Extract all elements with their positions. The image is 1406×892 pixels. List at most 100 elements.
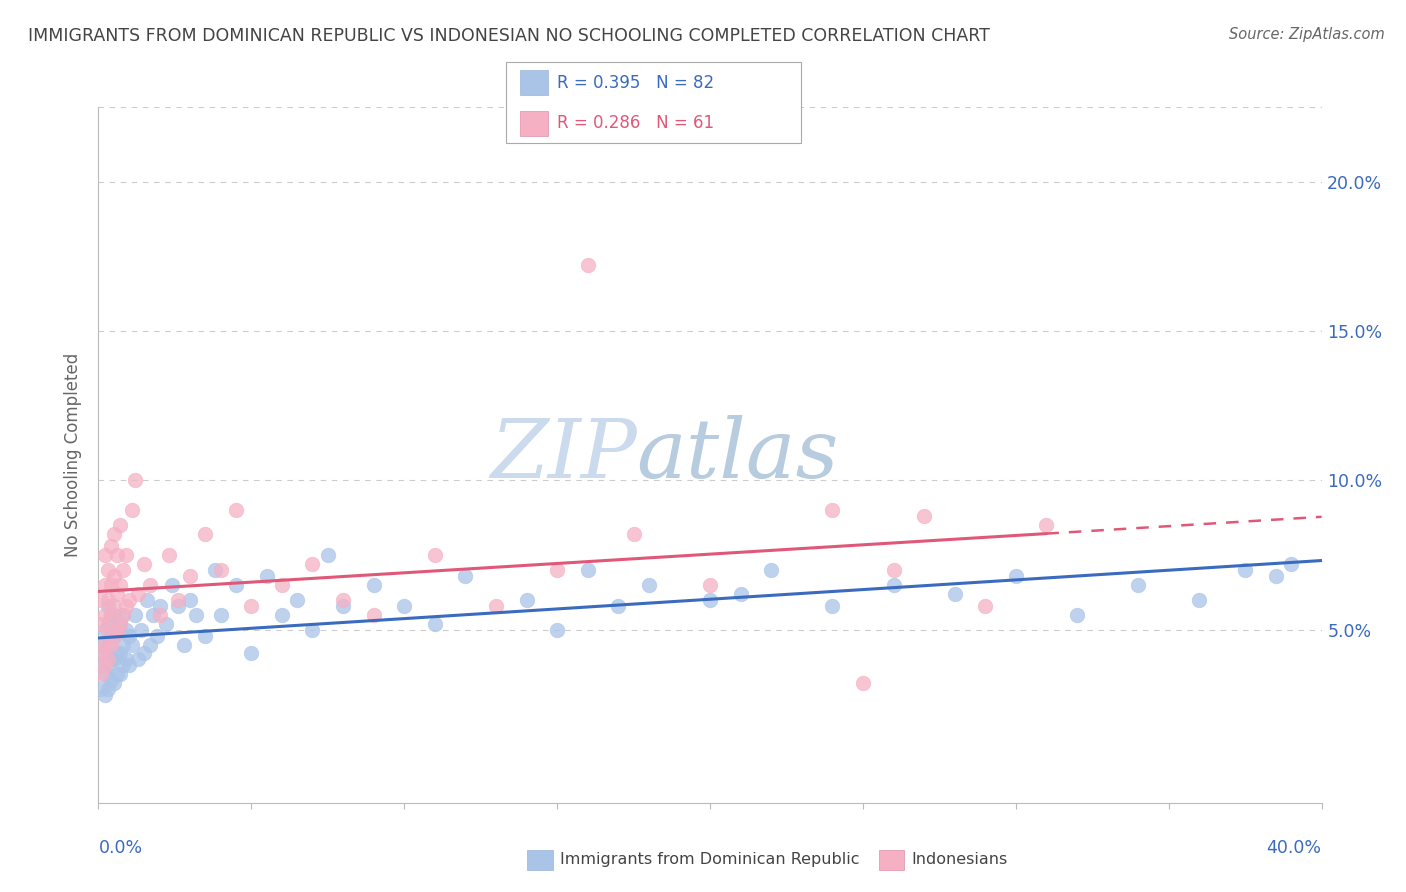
Point <box>105 647 128 661</box>
Point <box>93 688 115 702</box>
Point <box>332 592 354 607</box>
Point <box>127 652 149 666</box>
Point <box>1234 563 1257 577</box>
Point <box>852 676 875 690</box>
Point <box>93 623 115 637</box>
Point <box>316 548 339 562</box>
Point <box>121 638 143 652</box>
Point <box>90 638 112 652</box>
Point <box>97 592 120 607</box>
Point <box>111 638 134 652</box>
Point <box>124 607 146 622</box>
Point <box>97 652 120 666</box>
Point <box>105 548 128 562</box>
Point <box>392 599 416 613</box>
Point <box>699 578 721 592</box>
Point <box>129 623 152 637</box>
Point <box>240 599 263 613</box>
Point <box>93 578 115 592</box>
Point <box>209 607 232 622</box>
Point <box>256 569 278 583</box>
Point <box>103 676 125 690</box>
Point <box>546 623 568 637</box>
Point <box>516 592 538 607</box>
Point <box>186 607 208 622</box>
Point <box>93 658 115 673</box>
Point <box>270 607 292 622</box>
Point <box>270 578 292 592</box>
Point <box>167 592 190 607</box>
Point <box>454 569 477 583</box>
Point <box>363 578 385 592</box>
Point <box>134 557 156 571</box>
Point <box>546 563 568 577</box>
Y-axis label: No Schooling Completed: No Schooling Completed <box>65 353 83 557</box>
Point <box>139 578 162 592</box>
Point <box>1004 569 1026 583</box>
Point <box>93 667 115 681</box>
Point <box>1264 569 1286 583</box>
Point <box>100 652 122 666</box>
Text: Indonesians: Indonesians <box>911 853 1007 867</box>
Point <box>576 258 599 272</box>
Point <box>121 503 143 517</box>
Point <box>100 539 122 553</box>
Point <box>100 629 122 643</box>
Point <box>759 563 782 577</box>
Point <box>301 623 323 637</box>
Point <box>1128 578 1150 592</box>
Point <box>155 616 177 631</box>
Point <box>974 599 997 613</box>
Point <box>100 673 122 688</box>
Point <box>118 658 141 673</box>
Text: Immigrants from Dominican Republic: Immigrants from Dominican Republic <box>560 853 859 867</box>
Point <box>93 548 115 562</box>
Point <box>97 616 120 631</box>
Point <box>145 629 167 643</box>
Point <box>105 623 128 637</box>
Point <box>139 638 162 652</box>
Point <box>97 599 120 613</box>
Point <box>912 509 935 524</box>
Point <box>1035 518 1057 533</box>
Point <box>637 578 661 592</box>
Point <box>157 548 180 562</box>
Point <box>623 527 645 541</box>
Point <box>103 652 125 666</box>
Point <box>1188 592 1211 607</box>
Point <box>100 578 122 592</box>
Point <box>1066 607 1088 622</box>
Point <box>111 658 134 673</box>
Point <box>821 503 844 517</box>
Point <box>108 667 131 681</box>
Point <box>423 548 446 562</box>
Point <box>332 599 354 613</box>
Point <box>225 503 247 517</box>
Point <box>240 647 263 661</box>
Point <box>103 629 125 643</box>
Text: 40.0%: 40.0% <box>1267 838 1322 856</box>
Point <box>97 682 120 697</box>
Point <box>115 599 138 613</box>
Point <box>90 682 112 697</box>
Point <box>179 592 201 607</box>
Point <box>90 658 112 673</box>
Text: atlas: atlas <box>637 415 839 495</box>
Point <box>115 548 138 562</box>
Point <box>115 652 138 666</box>
Point <box>173 638 195 652</box>
Point <box>100 607 122 622</box>
Text: 0.0%: 0.0% <box>98 838 142 856</box>
Point <box>108 616 131 631</box>
Point <box>209 563 232 577</box>
Point <box>103 607 125 622</box>
Text: IMMIGRANTS FROM DOMINICAN REPUBLIC VS INDONESIAN NO SCHOOLING COMPLETED CORRELAT: IMMIGRANTS FROM DOMINICAN REPUBLIC VS IN… <box>28 27 990 45</box>
Point <box>115 623 138 637</box>
Point <box>149 607 172 622</box>
Point <box>105 587 128 601</box>
Point <box>127 587 149 601</box>
Point <box>485 599 508 613</box>
Point <box>204 563 226 577</box>
Point <box>108 518 131 533</box>
Point <box>103 569 125 583</box>
